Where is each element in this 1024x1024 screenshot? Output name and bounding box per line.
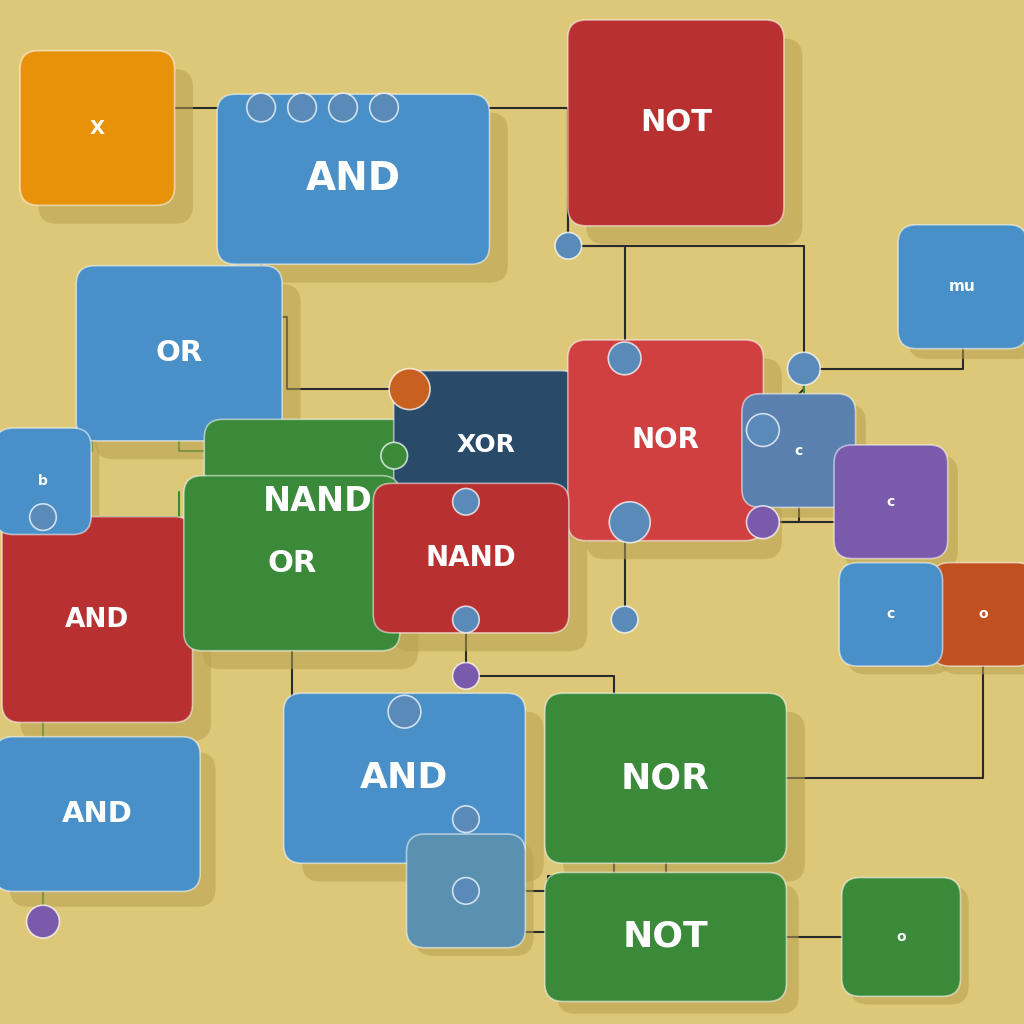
FancyBboxPatch shape (0, 428, 91, 535)
Text: AND: AND (306, 160, 400, 199)
Text: o: o (896, 930, 906, 944)
Text: c: c (795, 443, 803, 458)
FancyBboxPatch shape (842, 878, 961, 996)
FancyBboxPatch shape (840, 563, 942, 666)
FancyBboxPatch shape (848, 571, 950, 674)
Circle shape (329, 93, 357, 122)
FancyBboxPatch shape (20, 535, 211, 741)
Circle shape (30, 504, 56, 530)
FancyBboxPatch shape (184, 475, 399, 651)
FancyBboxPatch shape (563, 712, 805, 882)
Text: AND: AND (360, 761, 449, 796)
FancyBboxPatch shape (302, 712, 544, 882)
Text: XOR: XOR (457, 433, 516, 458)
FancyBboxPatch shape (850, 886, 969, 1005)
FancyBboxPatch shape (545, 872, 786, 1001)
FancyBboxPatch shape (393, 371, 579, 520)
Text: NAND: NAND (262, 485, 373, 518)
Circle shape (389, 369, 430, 410)
FancyBboxPatch shape (20, 50, 174, 205)
Circle shape (27, 905, 59, 938)
FancyBboxPatch shape (752, 403, 866, 517)
Circle shape (453, 488, 479, 515)
FancyBboxPatch shape (202, 495, 418, 670)
FancyBboxPatch shape (94, 284, 301, 459)
Text: NOT: NOT (623, 920, 709, 954)
Text: mu: mu (949, 280, 976, 294)
Circle shape (608, 342, 641, 375)
Circle shape (787, 352, 820, 385)
Circle shape (247, 93, 275, 122)
FancyBboxPatch shape (586, 39, 803, 245)
FancyBboxPatch shape (741, 393, 856, 507)
Circle shape (746, 506, 779, 539)
Text: c: c (887, 607, 895, 622)
FancyBboxPatch shape (284, 693, 525, 863)
Circle shape (370, 93, 398, 122)
Circle shape (746, 414, 779, 446)
Text: X: X (90, 119, 104, 137)
Circle shape (453, 663, 479, 689)
FancyBboxPatch shape (898, 225, 1024, 348)
Circle shape (609, 502, 650, 543)
FancyBboxPatch shape (407, 834, 525, 948)
FancyBboxPatch shape (908, 236, 1024, 359)
Text: NOT: NOT (640, 109, 712, 137)
Text: AND: AND (66, 606, 129, 633)
FancyBboxPatch shape (205, 420, 430, 584)
FancyBboxPatch shape (940, 571, 1024, 674)
FancyBboxPatch shape (834, 444, 948, 559)
Circle shape (288, 93, 316, 122)
Text: b: b (38, 474, 48, 488)
FancyBboxPatch shape (373, 483, 569, 633)
FancyBboxPatch shape (391, 502, 588, 651)
FancyBboxPatch shape (932, 563, 1024, 666)
Text: c: c (887, 495, 895, 509)
Text: OR: OR (267, 549, 316, 578)
FancyBboxPatch shape (3, 436, 99, 543)
FancyBboxPatch shape (217, 94, 489, 264)
FancyBboxPatch shape (223, 438, 449, 602)
FancyBboxPatch shape (236, 113, 508, 283)
FancyBboxPatch shape (2, 516, 193, 723)
FancyBboxPatch shape (567, 20, 784, 226)
Text: OR: OR (156, 339, 203, 368)
Text: NAND: NAND (426, 544, 516, 572)
Text: NOR: NOR (622, 761, 710, 796)
Circle shape (453, 606, 479, 633)
FancyBboxPatch shape (412, 389, 597, 539)
Circle shape (555, 232, 582, 259)
FancyBboxPatch shape (545, 693, 786, 863)
FancyBboxPatch shape (586, 358, 782, 559)
Text: NOR: NOR (632, 426, 699, 455)
FancyBboxPatch shape (844, 455, 958, 569)
FancyBboxPatch shape (76, 265, 282, 440)
FancyBboxPatch shape (415, 842, 534, 956)
FancyBboxPatch shape (9, 752, 216, 907)
FancyBboxPatch shape (0, 737, 201, 891)
Circle shape (611, 606, 638, 633)
Circle shape (453, 878, 479, 904)
Circle shape (388, 695, 421, 728)
Text: AND: AND (61, 800, 133, 828)
FancyBboxPatch shape (38, 70, 193, 224)
FancyBboxPatch shape (557, 885, 799, 1014)
Text: c: c (462, 884, 470, 898)
Circle shape (381, 442, 408, 469)
Text: o: o (978, 607, 988, 622)
FancyBboxPatch shape (567, 340, 764, 541)
Circle shape (453, 806, 479, 833)
